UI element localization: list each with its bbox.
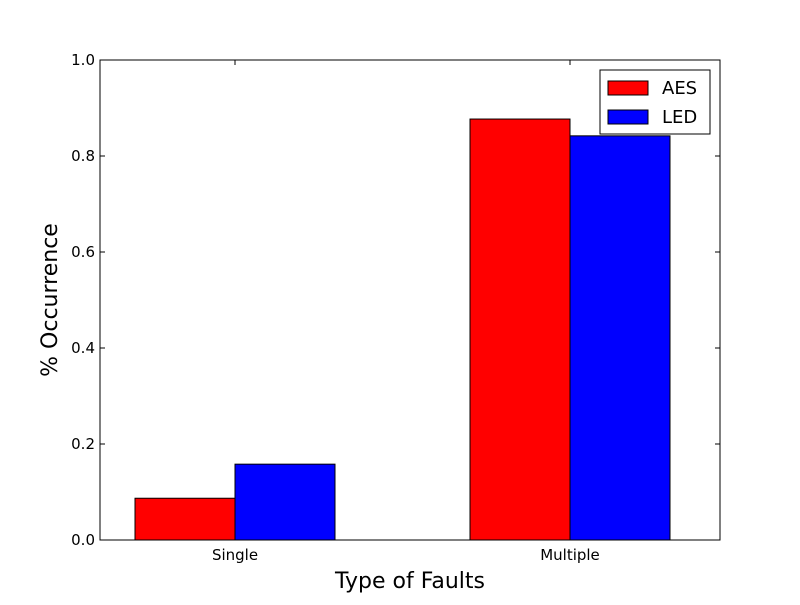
legend: AES LED xyxy=(599,69,711,135)
y-tick-label: 0.6 xyxy=(71,243,95,261)
legend-label-led: LED xyxy=(662,107,697,128)
y-tick-label: 0.4 xyxy=(71,339,95,357)
y-tick-label: 0.0 xyxy=(71,531,95,549)
y-axis-label: % Occurrence xyxy=(38,223,63,377)
x-axis-label: Type of Faults xyxy=(334,569,485,594)
x-tick-label: Multiple xyxy=(540,546,600,564)
legend-label-aes: AES xyxy=(662,78,697,99)
ticks-layer: 0.0 0.2 0.4 0.6 0.8 1.0 Single Multiple xyxy=(71,51,720,564)
x-tick-label: Single xyxy=(212,546,258,564)
bar-led-single xyxy=(234,463,336,541)
bar-aes-multiple xyxy=(469,118,571,541)
bar-aes-single xyxy=(134,497,236,541)
y-tick-label: 1.0 xyxy=(71,51,95,69)
bar-led-multiple xyxy=(569,135,671,541)
y-tick-label: 0.2 xyxy=(71,435,95,453)
y-tick-label: 0.8 xyxy=(71,147,95,165)
legend-swatch-aes xyxy=(607,80,649,96)
legend-swatch-led xyxy=(607,109,649,125)
plot-frame xyxy=(99,59,721,541)
bars-layer xyxy=(134,118,671,541)
